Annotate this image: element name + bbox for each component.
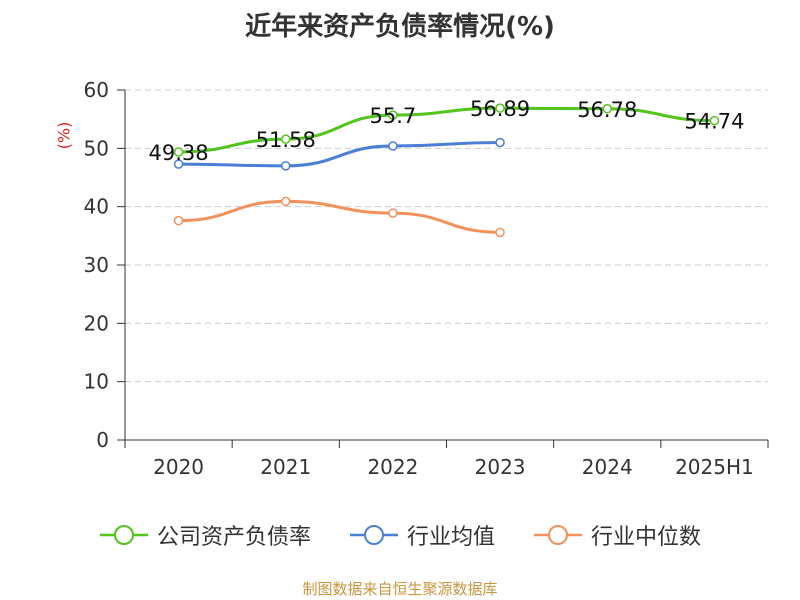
series-line-1 bbox=[178, 141, 501, 168]
data-point bbox=[709, 115, 720, 126]
legend-label: 行业中位数 bbox=[591, 525, 702, 550]
data-point bbox=[388, 141, 398, 151]
y-tick-label: 50 bbox=[84, 136, 109, 160]
legend-swatch-icon bbox=[534, 525, 582, 545]
data-point bbox=[495, 137, 505, 148]
data-point bbox=[281, 134, 291, 144]
y-tick-label: 20 bbox=[84, 311, 109, 335]
data-point bbox=[495, 227, 505, 238]
data-label: 55.7 bbox=[370, 104, 417, 128]
legend-item[interactable]: 行业中位数 bbox=[533, 519, 701, 551]
y-tick-label: 40 bbox=[84, 195, 109, 219]
data-point bbox=[388, 208, 398, 218]
legend-item[interactable]: 行业均值 bbox=[349, 519, 495, 551]
y-tick-label: 0 bbox=[96, 428, 109, 452]
data-point bbox=[495, 103, 505, 113]
x-tick-label: 2021 bbox=[260, 455, 311, 479]
data-label: 56.78 bbox=[577, 98, 637, 122]
grid-lines bbox=[125, 89, 768, 383]
x-tick-label: 2024 bbox=[582, 455, 633, 479]
x-tick-label: 2023 bbox=[475, 455, 526, 479]
legend-label: 公司资产负债率 bbox=[156, 525, 311, 550]
series-line-2 bbox=[178, 199, 501, 234]
x-tick-label: 2025H1 bbox=[675, 455, 754, 479]
data-point bbox=[173, 215, 184, 226]
y-tick-label: 60 bbox=[84, 78, 109, 102]
data-label: 54.74 bbox=[684, 110, 744, 134]
y-tick-label: 10 bbox=[84, 370, 109, 394]
data-point bbox=[281, 196, 291, 207]
data-point bbox=[173, 159, 184, 169]
data-point bbox=[281, 161, 291, 171]
y-tick-label: 30 bbox=[84, 253, 109, 277]
data-label: 51.58 bbox=[256, 128, 316, 152]
x-tick-label: 2020 bbox=[153, 455, 204, 479]
chart-title: 近年来资产负债率情况(%) bbox=[245, 12, 555, 42]
source-note: 制图数据来自恒生聚源数据库 bbox=[302, 580, 498, 598]
legend-label: 行业均值 bbox=[406, 525, 495, 550]
legend: 公司资产负债率 行业均值 行业中位数 bbox=[0, 519, 800, 551]
legend-item[interactable]: 公司资产负债率 bbox=[99, 519, 311, 551]
legend-swatch-icon bbox=[349, 525, 398, 545]
data-point bbox=[602, 104, 612, 114]
data-labels: 49.38 51.58 55.7 56.89 56.78 54.74 bbox=[149, 97, 745, 165]
data-point bbox=[388, 110, 398, 120]
data-label: 56.89 bbox=[470, 97, 530, 121]
axes: 0 10 20 30 40 50 60 2020 2021 2022 2023 2024 2025H1 bbox=[84, 78, 769, 479]
legend-swatch-icon bbox=[99, 525, 148, 545]
x-tick-label: 2022 bbox=[367, 455, 418, 479]
series-lines bbox=[173, 103, 720, 238]
series-line-0 bbox=[178, 106, 715, 154]
data-point bbox=[173, 147, 184, 157]
data-label: 49.38 bbox=[149, 141, 209, 165]
